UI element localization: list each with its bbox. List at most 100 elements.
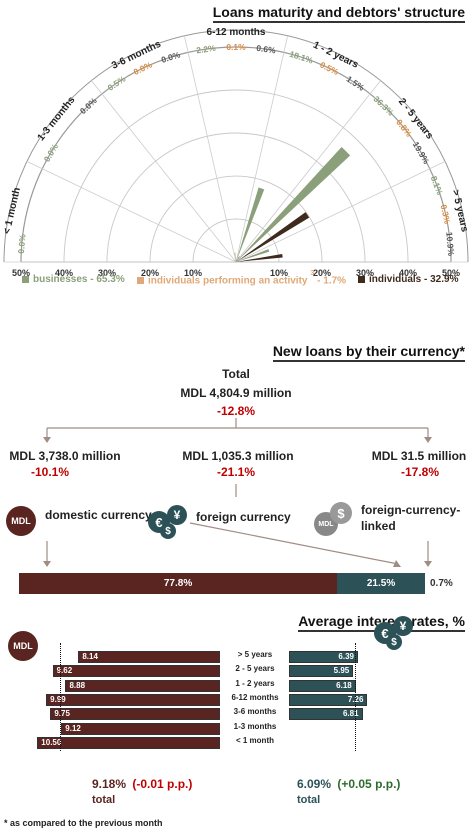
mdl-total-word: total xyxy=(92,794,116,806)
foreign-currency-label: foreign currency xyxy=(196,510,291,524)
period-label: 1 - 2 years xyxy=(235,678,275,688)
domestic-change: -10.1% xyxy=(30,465,70,479)
label-band-arc xyxy=(3,29,469,263)
legend-individuals-activity-share: - 1.7% xyxy=(314,275,347,287)
legend-individuals-activity-label: individuals performing an activity xyxy=(148,275,308,287)
rose-wedge xyxy=(236,212,310,262)
axis-tick-label: 50% xyxy=(12,268,30,278)
grid-arc xyxy=(106,132,366,263)
period-label: 1-3 months xyxy=(233,721,277,731)
fx-total-value: 6.09% xyxy=(297,777,332,791)
value-label: 10.9% xyxy=(444,231,456,256)
legend-businesses: businesses - 65.3% xyxy=(22,274,125,285)
new-loans-title: New loans by their currency* xyxy=(272,343,465,362)
value-label: 0.5% xyxy=(106,73,128,92)
sector-divider xyxy=(26,160,237,263)
mdl-icon: MDL xyxy=(6,506,36,536)
legend-businesses-label: businesses - 65.3% xyxy=(33,274,125,285)
value-label: 8.1% xyxy=(429,174,445,196)
period-label: 2 - 5 years xyxy=(235,664,275,674)
sector-divider xyxy=(91,80,237,263)
value-label: 0.0% xyxy=(16,233,28,254)
mdl-total-marker xyxy=(60,643,62,752)
grid-arc xyxy=(20,46,452,263)
value-label: 19.9% xyxy=(411,140,432,166)
fx-rate-bar: 6.81 xyxy=(289,708,363,721)
rose-wedge xyxy=(236,256,240,262)
sector-divider xyxy=(183,35,237,263)
mdl-rate-value: 8.14 xyxy=(82,652,98,661)
value-label: 1.5% xyxy=(345,74,367,93)
mdl-rate-bar: 8.88 xyxy=(65,679,220,692)
mdl-rate-value: 9.75 xyxy=(54,709,70,719)
legend-individuals-label: individuals - 32.9% xyxy=(369,274,459,285)
fx-rate-value: 6.81 xyxy=(342,709,359,719)
axis-tick-label: 30% xyxy=(98,268,116,278)
fx-linked-share-label: 0.7% xyxy=(430,578,453,589)
fx-total-marker xyxy=(354,643,356,752)
rose-wedge xyxy=(234,260,236,262)
maturity-rose-chart: 50% 40% 30% 20% 10% 10% 20% 30% 40% 50% < 1 month 1… xyxy=(2,28,470,278)
arrow-foreign-bar-head xyxy=(393,560,401,567)
category-label: 1-3 months xyxy=(36,94,78,143)
axis-tick-label: 20% xyxy=(313,268,331,278)
fx-rate-bar: 6.39 xyxy=(289,651,358,663)
arrow-foreign-bar xyxy=(189,522,399,565)
fx-rate-value: 6.39 xyxy=(338,652,354,661)
domestic-share-bar: 77.8% xyxy=(19,573,338,594)
rose-wedge xyxy=(236,187,265,262)
legend-individuals-activity: individuals performing an activity3 - 1.… xyxy=(137,270,347,287)
mdl-rate-icon: MDL xyxy=(8,631,38,661)
fx-linked-icon: MDL $ xyxy=(314,502,358,538)
fx-linked-label: foreign-currency- linked xyxy=(361,503,461,533)
mdl-rate-value: 9.99 xyxy=(50,694,66,704)
fx-rate-bar: 6.18 xyxy=(289,679,356,692)
grid-arc xyxy=(149,175,323,263)
foreign-share-bar: 21.5% xyxy=(337,573,425,594)
mdl-rate-bar: 10.50 xyxy=(37,736,220,749)
value-label: 0.0% xyxy=(132,59,154,77)
mdl-rate-bar: 9.99 xyxy=(46,693,220,706)
legend-swatch-businesses xyxy=(22,275,29,283)
foreign-change: -21.1% xyxy=(216,465,256,479)
axis-tick-label: 40% xyxy=(55,268,73,278)
period-label: 6-12 months xyxy=(231,692,279,702)
total-change: -12.8% xyxy=(216,404,256,418)
rose-wedge xyxy=(236,260,237,262)
legend-individuals: individuals - 32.9% xyxy=(358,274,458,285)
value-label: 0.0% xyxy=(160,49,182,65)
fx-linked-change: -17.8% xyxy=(400,465,440,479)
total-label: Total xyxy=(222,367,250,381)
axis-tick-label: 10% xyxy=(184,268,202,278)
mdl-rate-bar: 9.62 xyxy=(52,665,220,678)
total-amount: MDL 4,804.9 million xyxy=(180,386,292,400)
mdl-total-value: 9.18% xyxy=(92,777,127,791)
axis-tick-label: 50% xyxy=(442,268,460,278)
fx-rate-bar: 5.95 xyxy=(289,665,354,678)
fx-rate-value: 5.95 xyxy=(333,666,350,676)
rose-wedge xyxy=(236,147,351,262)
mdl-rate-bar: 9.12 xyxy=(61,722,220,735)
sector-divider xyxy=(235,160,446,263)
category-label: > 5 years xyxy=(450,189,470,234)
category-label: < 1 month xyxy=(2,187,23,236)
period-label: < 1 month xyxy=(235,735,274,745)
rose-wedge xyxy=(236,259,239,262)
domestic-amount: MDL 3,738.0 million xyxy=(9,449,121,463)
sector-divider xyxy=(235,80,381,263)
period-label: 3-6 months xyxy=(233,707,277,717)
mdl-rate-value: 9.62 xyxy=(56,666,73,676)
legend-swatch-individuals-activity xyxy=(137,277,144,285)
fx-total-word: total xyxy=(297,794,321,806)
maturity-chart-title: Loans maturity and debtors' structure xyxy=(212,4,465,23)
axis-tick-label: 30% xyxy=(356,268,374,278)
value-label: 0.6% xyxy=(256,43,277,56)
legend-swatch-individuals xyxy=(358,275,365,283)
arrow-domestic-head xyxy=(43,437,51,443)
mdl-total-change: (-0.01 p.p.) xyxy=(132,777,193,791)
fx-total: 6.09% (+0.05 p.p.) xyxy=(297,777,400,791)
footnote: * as compared to the previous month xyxy=(4,818,163,828)
mdl-rate-bar: 9.75 xyxy=(50,708,220,721)
mdl-rate-value: 9.12 xyxy=(65,723,81,733)
value-label: 0.5% xyxy=(318,60,340,78)
